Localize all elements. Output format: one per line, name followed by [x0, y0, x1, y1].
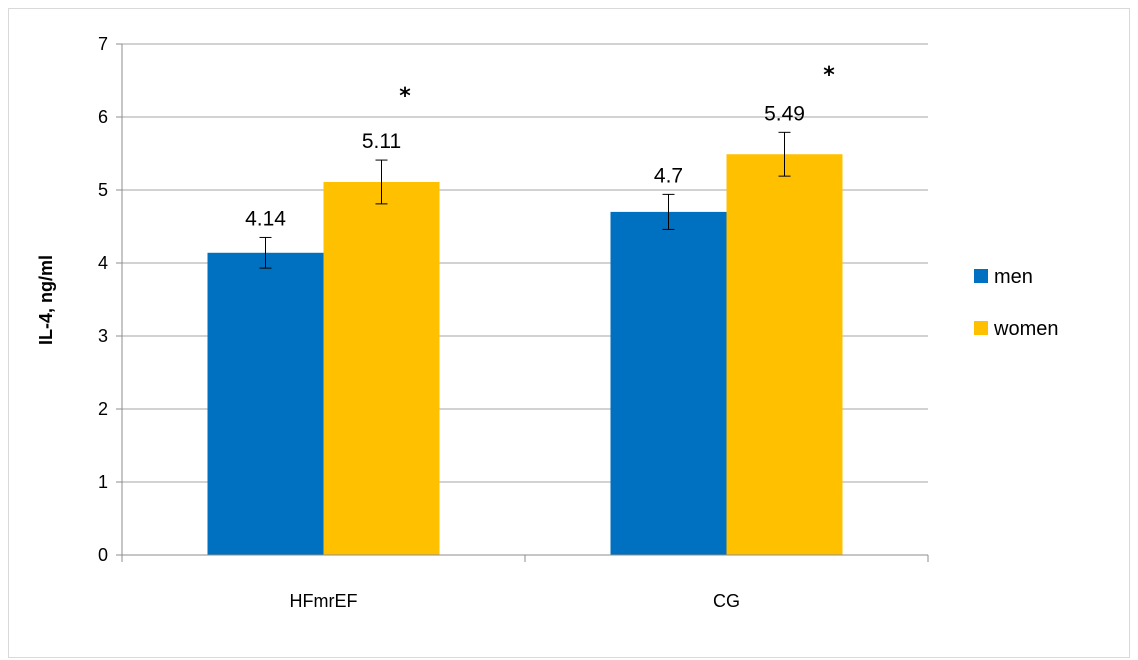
y-axis-label: IL-4, ng/ml [36, 255, 56, 345]
legend-swatch-men [974, 269, 988, 283]
significance-marker: * [399, 84, 411, 109]
y-tick-label: 2 [98, 399, 108, 419]
chart-frame [8, 8, 1130, 658]
error-bars [259, 131, 791, 269]
legend-swatch-women [974, 321, 988, 335]
y-tick-label: 4 [98, 253, 108, 273]
data-label: 4.14 [245, 207, 286, 230]
bar-women [323, 181, 440, 555]
y-tick-label: 5 [98, 180, 108, 200]
error-bar [778, 131, 791, 177]
data-label: 4.7 [654, 164, 683, 187]
data-label: 5.11 [362, 130, 401, 153]
x-category-label: HFmrEF [290, 591, 358, 611]
error-bar [662, 193, 675, 230]
error-bar [259, 236, 272, 269]
y-tick-label: 7 [98, 34, 108, 54]
bars [207, 154, 843, 556]
legend-label-men: men [994, 266, 1033, 288]
bar-men [610, 211, 727, 555]
y-tick-label: 1 [98, 472, 108, 492]
bar-women [726, 154, 843, 556]
legend: men women [974, 266, 1058, 340]
y-tick-label: 6 [98, 107, 108, 127]
x-category-label: CG [713, 591, 740, 611]
legend-label-women: women [993, 318, 1058, 340]
error-bar [375, 159, 388, 205]
y-tick-label: 3 [98, 326, 108, 346]
y-tick-label: 0 [98, 545, 108, 565]
axes: 0 1 2 3 4 5 6 7 HFmrEF CG [98, 34, 929, 611]
data-label: 5.49 [764, 102, 805, 125]
significance-marker: * [823, 63, 835, 88]
data-labels: 4.14 5.11 4.7 5.49 * * [245, 63, 835, 230]
bar-men [207, 252, 324, 555]
